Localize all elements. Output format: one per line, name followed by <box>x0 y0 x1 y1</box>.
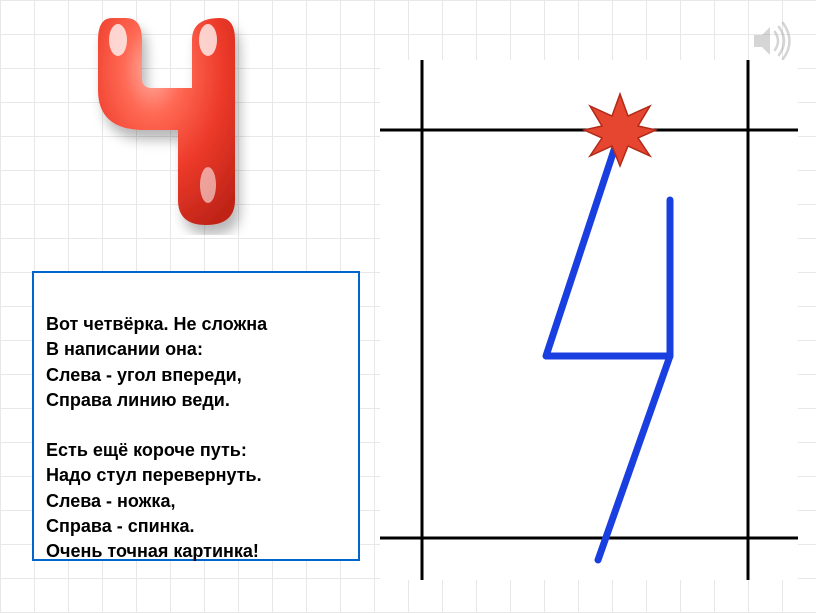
writing-diagram <box>380 60 798 580</box>
poem-text: Вот четвёрка. Не сложна В написании она:… <box>46 314 267 561</box>
figure-four-stroke <box>546 132 670 560</box>
poem-text-box: Вот четвёрка. Не сложна В написании она:… <box>32 271 360 561</box>
grid-lines <box>380 60 798 580</box>
speaker-icon <box>748 18 794 64</box>
start-star-icon <box>584 94 656 166</box>
number-four-balloon <box>80 10 250 235</box>
